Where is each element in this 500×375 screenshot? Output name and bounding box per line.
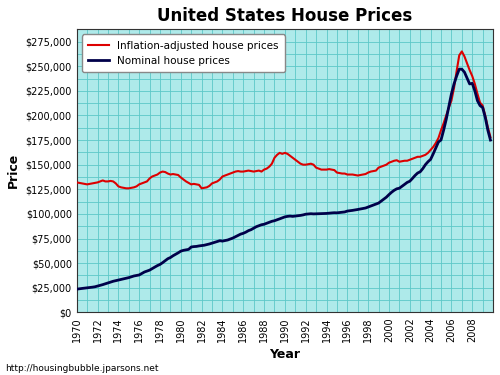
Nominal house prices bbox=[302, 212, 308, 216]
Nominal house prices bbox=[191, 244, 197, 249]
Inflation-adjusted house prices bbox=[74, 180, 80, 184]
Inflation-adjusted house prices bbox=[344, 172, 350, 177]
Nominal house prices bbox=[342, 210, 347, 214]
X-axis label: Year: Year bbox=[270, 348, 300, 360]
Inflation-adjusted house prices bbox=[306, 162, 312, 166]
Title: United States House Prices: United States House Prices bbox=[158, 7, 412, 25]
Inflation-adjusted house prices bbox=[459, 49, 465, 54]
Line: Nominal house prices: Nominal house prices bbox=[76, 69, 490, 289]
Inflation-adjusted house prices bbox=[488, 135, 494, 140]
Y-axis label: Price: Price bbox=[7, 153, 20, 189]
Inflation-adjusted house prices bbox=[194, 182, 200, 187]
Line: Inflation-adjusted house prices: Inflation-adjusted house prices bbox=[76, 51, 490, 188]
Nominal house prices bbox=[412, 173, 418, 178]
Nominal house prices bbox=[488, 138, 494, 142]
Nominal house prices bbox=[74, 287, 80, 291]
Nominal house prices bbox=[456, 67, 462, 71]
Legend: Inflation-adjusted house prices, Nominal house prices: Inflation-adjusted house prices, Nominal… bbox=[82, 34, 285, 72]
Inflation-adjusted house prices bbox=[472, 82, 478, 86]
Text: http://housingbubble.jparsons.net: http://housingbubble.jparsons.net bbox=[5, 364, 158, 373]
Inflation-adjusted house prices bbox=[414, 154, 420, 159]
Nominal house prices bbox=[469, 81, 475, 86]
Nominal house prices bbox=[157, 262, 163, 267]
Inflation-adjusted house prices bbox=[123, 186, 129, 190]
Inflation-adjusted house prices bbox=[160, 170, 166, 174]
